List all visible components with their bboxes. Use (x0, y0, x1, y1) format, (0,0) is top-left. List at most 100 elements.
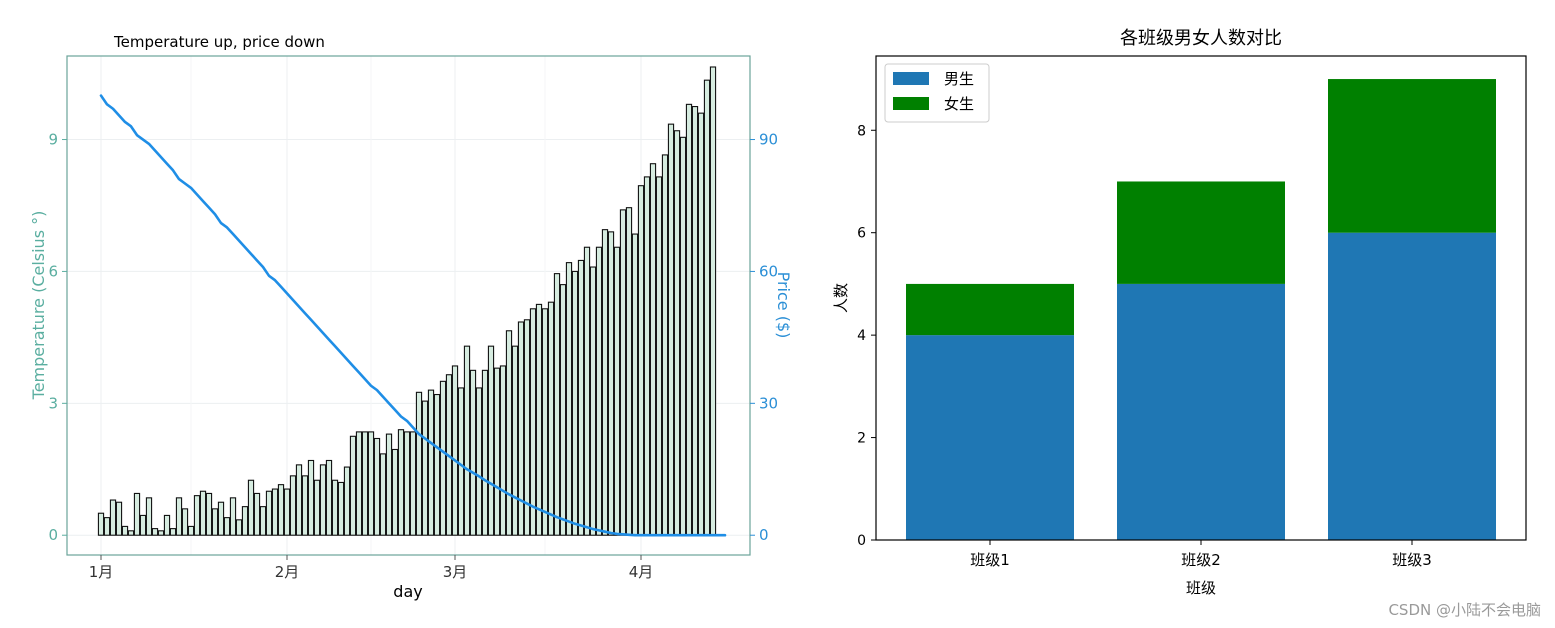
c1-temp-bar-0 (97, 512, 105, 536)
c1-temp-bar-20 (217, 501, 225, 536)
c1-temp-bar-75 (547, 301, 555, 536)
c1-x-tick-label-0: 1月 (89, 563, 114, 581)
c1-temp-bar-93 (655, 176, 663, 536)
c1-temp-bar-43 (355, 431, 363, 536)
c1-temp-bar-71 (523, 319, 531, 536)
c1-temp-bar-73 (535, 303, 543, 536)
c1-title: Temperature up, price down (113, 33, 325, 51)
c1-y-label-right: Price ($) (774, 272, 793, 339)
c1-x-tick-label-2: 3月 (443, 563, 468, 581)
c1-temp-bar-90 (637, 185, 645, 536)
c1-temp-bar-57 (439, 380, 447, 536)
c1-temperature-bars (97, 66, 717, 536)
c1-temp-bar-37 (319, 464, 327, 536)
c1-temp-bar-6 (133, 492, 141, 536)
c1-temp-bar-51 (403, 431, 411, 536)
c1-temp-bar-63 (475, 387, 483, 536)
c1-temp-bar-15 (187, 525, 195, 536)
c1-temp-bar-56 (433, 393, 441, 536)
c1-temp-bar-48 (385, 433, 393, 536)
c1-temp-bar-98 (685, 103, 693, 536)
c1-temp-bar-101 (703, 79, 711, 536)
c1-temp-bar-7 (139, 514, 147, 536)
c1-temp-bar-88 (625, 207, 633, 536)
c1-x-tick-label-3: 4月 (629, 563, 654, 581)
c1-temp-bar-54 (421, 400, 429, 536)
c1-temp-bar-62 (469, 369, 477, 536)
c1-temp-bar-47 (379, 453, 387, 536)
c1-temp-bar-21 (223, 517, 231, 536)
c1-right-tick-label-1: 30 (759, 394, 778, 412)
c1-temp-bar-36 (313, 479, 321, 536)
c1-plot-frame (66, 55, 751, 556)
c1-temp-bar-27 (259, 506, 267, 536)
c1-temp-bar-25 (247, 479, 255, 536)
c1-temp-bar-42 (349, 435, 357, 536)
c1-temp-bar-95 (667, 123, 675, 536)
c1-temp-bar-18 (205, 492, 213, 536)
c1-temp-bar-97 (679, 136, 687, 536)
c1-temp-bar-80 (577, 259, 585, 536)
c1-temp-bar-44 (361, 431, 369, 536)
c1-temp-bar-61 (463, 345, 471, 536)
c1-temp-bar-39 (331, 479, 339, 536)
c1-temp-bar-32 (289, 475, 297, 536)
c1-temp-bar-94 (661, 154, 669, 536)
c1-left-tick-label-1: 3 (48, 394, 58, 412)
c1-temp-bar-13 (175, 497, 183, 536)
c1-temp-bar-33 (295, 464, 303, 536)
c1-temp-bar-30 (277, 484, 285, 536)
c1-temp-bar-46 (373, 437, 381, 536)
c1-temp-bar-38 (325, 459, 333, 536)
c1-temp-bar-55 (427, 389, 435, 536)
c1-temp-bar-60 (457, 387, 465, 536)
c1-temp-bar-69 (511, 345, 519, 536)
c1-temp-bar-41 (343, 466, 351, 536)
c1-temp-bar-1 (103, 517, 111, 536)
c1-temp-bar-40 (337, 481, 345, 536)
c1-temp-bar-28 (265, 490, 273, 536)
c1-temp-bar-34 (301, 475, 309, 536)
c1-temp-bar-45 (367, 431, 375, 536)
c1-temp-bar-74 (541, 308, 549, 536)
c1-temp-bar-89 (631, 233, 639, 536)
c1-temp-bar-3 (115, 501, 123, 536)
c1-left-tick-label-2: 6 (48, 262, 58, 280)
c1-temp-bar-64 (481, 369, 489, 536)
c1-temp-bar-67 (499, 365, 507, 536)
c1-temp-bar-8 (145, 497, 153, 536)
c1-temp-bar-16 (193, 495, 201, 536)
c1-temp-bar-59 (451, 365, 459, 536)
c1-temp-bar-29 (271, 488, 279, 536)
c1-temp-bar-84 (601, 229, 609, 536)
watermark: CSDN @小陆不会电脑 (1388, 601, 1541, 619)
c1-right-axis-ticks: 0 30 60 90 (750, 131, 778, 544)
c1-temp-bar-35 (307, 459, 315, 536)
c1-temp-bar-81 (583, 246, 591, 536)
c1-temp-bar-100 (697, 112, 705, 536)
c1-temp-bar-49 (391, 448, 399, 536)
c1-temp-bar-22 (229, 497, 237, 536)
c1-temp-bar-12 (169, 528, 177, 536)
c1-temp-bar-4 (121, 525, 129, 536)
c1-temp-bar-65 (487, 345, 495, 536)
c1-temp-bar-86 (613, 246, 621, 536)
c1-temp-bar-66 (493, 367, 501, 536)
c1-right-tick-label-2: 60 (759, 262, 778, 280)
c1-temp-bar-91 (643, 176, 651, 536)
c1-temp-bar-87 (619, 209, 627, 536)
c1-temp-bar-26 (253, 492, 261, 536)
c1-x-tick-label-1: 2月 (275, 563, 300, 581)
c1-y-label-left: Temperature (Celsius °) (29, 211, 48, 401)
c1-left-tick-label-0: 0 (48, 526, 58, 544)
c1-temp-bar-102 (709, 66, 717, 536)
c1-temp-bar-17 (199, 490, 207, 536)
c1-right-tick-label-0: 0 (759, 526, 769, 544)
c1-temp-bar-5 (127, 530, 135, 536)
c1-temp-bar-96 (673, 130, 681, 536)
c1-temp-bar-24 (241, 506, 249, 536)
c1-temp-bar-10 (157, 530, 165, 536)
c1-temp-bar-31 (283, 488, 291, 536)
c1-temp-bar-83 (595, 246, 603, 536)
